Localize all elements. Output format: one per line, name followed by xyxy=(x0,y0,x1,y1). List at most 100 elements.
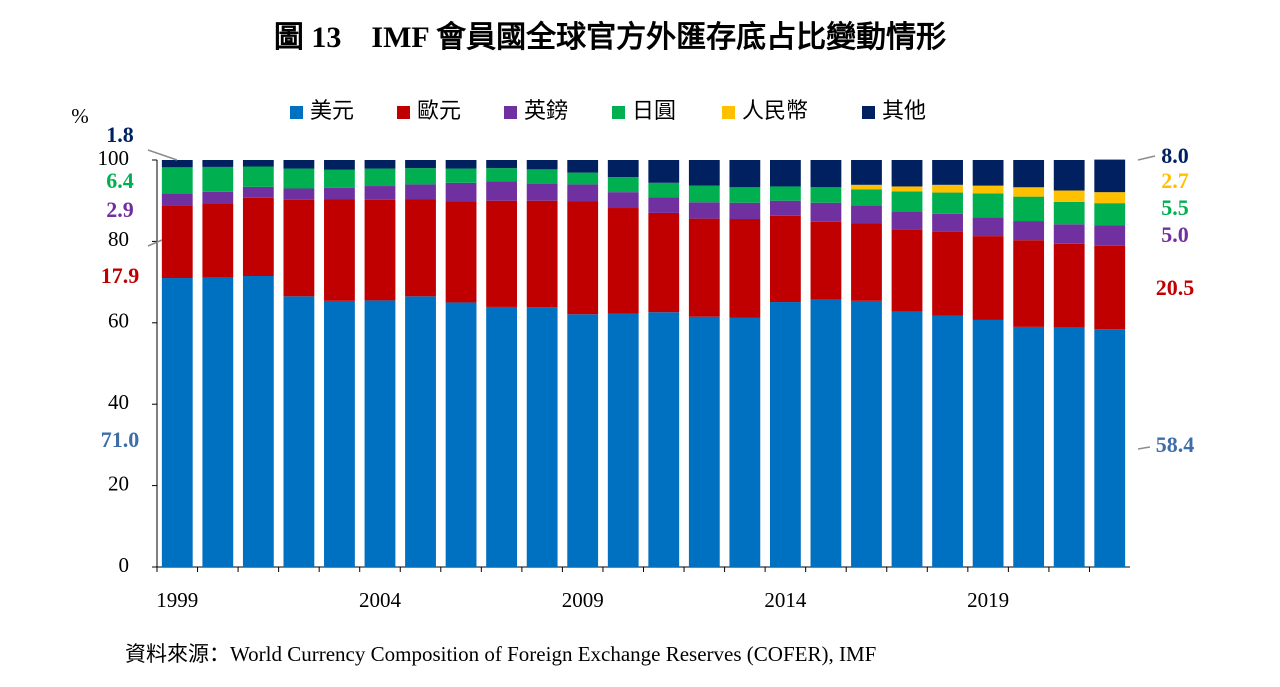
bar-segment xyxy=(648,197,680,213)
bar-segment xyxy=(1053,201,1085,225)
bar-segment xyxy=(607,160,639,178)
legend-swatch xyxy=(862,106,875,119)
bar-segment xyxy=(324,169,355,188)
bar-segment xyxy=(405,199,436,297)
bar-segment xyxy=(1094,192,1126,204)
bar-segment xyxy=(972,319,1004,567)
leader-line xyxy=(1137,446,1151,450)
value-label: 17.9 xyxy=(101,263,140,288)
bar-segment xyxy=(810,160,842,188)
bar-segment xyxy=(445,160,477,169)
bar-segment xyxy=(283,168,315,189)
bar-segment xyxy=(851,189,882,206)
legend-swatch xyxy=(504,106,517,119)
bar-segment xyxy=(1013,326,1045,567)
bar-segment xyxy=(729,219,761,318)
value-label: 1.8 xyxy=(106,122,134,147)
value-label: 5.0 xyxy=(1161,222,1189,247)
legend-label: 英鎊 xyxy=(524,98,568,123)
bar-segment xyxy=(891,191,923,212)
value-label: 5.5 xyxy=(1161,195,1189,220)
bar-segment xyxy=(486,181,518,201)
bar-segment xyxy=(324,187,355,200)
bar-segment xyxy=(810,187,842,203)
bar-segment xyxy=(161,160,193,168)
bar-segment xyxy=(405,168,436,185)
bar-segment xyxy=(810,299,842,567)
bar-segment xyxy=(972,217,1004,237)
bar-segment xyxy=(1013,196,1045,222)
leader-line xyxy=(147,149,178,161)
bar-segment xyxy=(972,185,1004,194)
bar-segment xyxy=(891,186,923,192)
bar-segment xyxy=(688,218,720,317)
bar-segment xyxy=(324,300,355,567)
bar-segment xyxy=(1053,190,1085,202)
bar-segment xyxy=(932,213,963,232)
bar-segment xyxy=(405,184,436,200)
bar-segment xyxy=(1094,203,1126,226)
bar-segment xyxy=(364,300,396,567)
bar-segment xyxy=(1053,160,1085,191)
bar-segment xyxy=(405,296,436,567)
x-tick-label: 2004 xyxy=(359,588,402,612)
legend-label: 其他 xyxy=(882,98,926,123)
bar-segment xyxy=(364,168,396,187)
bar-segment xyxy=(486,306,518,567)
bar-segment xyxy=(486,200,518,307)
bar-segment xyxy=(526,307,558,567)
bar-segment xyxy=(283,199,315,297)
bar-segment xyxy=(851,205,882,224)
bar-segment xyxy=(161,278,193,567)
x-tick-label: 2009 xyxy=(562,588,604,612)
bar-segment xyxy=(729,187,761,203)
bar-segment xyxy=(445,302,477,567)
value-label: 71.0 xyxy=(101,427,140,452)
y-axis-label: % xyxy=(71,104,89,128)
bar-segment xyxy=(161,167,193,194)
bar-segment xyxy=(607,177,639,193)
y-tick-label: 0 xyxy=(119,553,130,577)
bar-segment xyxy=(242,160,274,167)
bar-segment xyxy=(1053,327,1085,567)
bar-segment xyxy=(729,202,761,220)
bar-segment xyxy=(688,316,720,567)
bar-segment xyxy=(283,296,315,567)
legend-label: 美元 xyxy=(310,98,354,123)
bar-segment xyxy=(648,312,680,567)
bar-segment xyxy=(202,191,234,204)
bar-segment xyxy=(769,302,801,567)
bar-segment xyxy=(161,205,193,279)
value-label: 2.7 xyxy=(1161,168,1189,193)
y-tick-label: 20 xyxy=(108,471,129,495)
bar-segment xyxy=(324,160,355,170)
bar-segment xyxy=(161,193,193,206)
y-tick-label: 40 xyxy=(108,390,129,414)
bar-segment xyxy=(932,184,963,193)
bar-segment xyxy=(486,168,518,182)
bar-segment xyxy=(1053,224,1085,244)
bar-segment xyxy=(567,201,599,315)
bar-segment xyxy=(364,199,396,301)
bar-segment xyxy=(1013,160,1045,188)
value-label: 20.5 xyxy=(1156,275,1195,300)
bar-segment xyxy=(242,186,274,198)
bar-segment xyxy=(729,160,761,188)
legend-swatch xyxy=(397,106,410,119)
bar-segment xyxy=(688,185,720,203)
bar-segment xyxy=(607,192,639,209)
bar-segment xyxy=(891,311,923,567)
bar-segment xyxy=(526,183,558,201)
leader-line xyxy=(1137,155,1156,161)
bar-segment xyxy=(972,160,1004,186)
bar-segment xyxy=(688,202,720,219)
bar-segment xyxy=(242,166,274,187)
bar-segment xyxy=(202,203,234,278)
chart-title: 圖 13 IMF 會員國全球官方外匯存底占比變動情形 xyxy=(274,20,946,54)
bar-segment xyxy=(769,200,801,216)
legend-label: 日圓 xyxy=(632,98,676,123)
bar-segment xyxy=(283,188,315,200)
bar-segment xyxy=(1013,240,1045,327)
bar-segment xyxy=(1094,225,1126,246)
bar-segment xyxy=(445,182,477,202)
